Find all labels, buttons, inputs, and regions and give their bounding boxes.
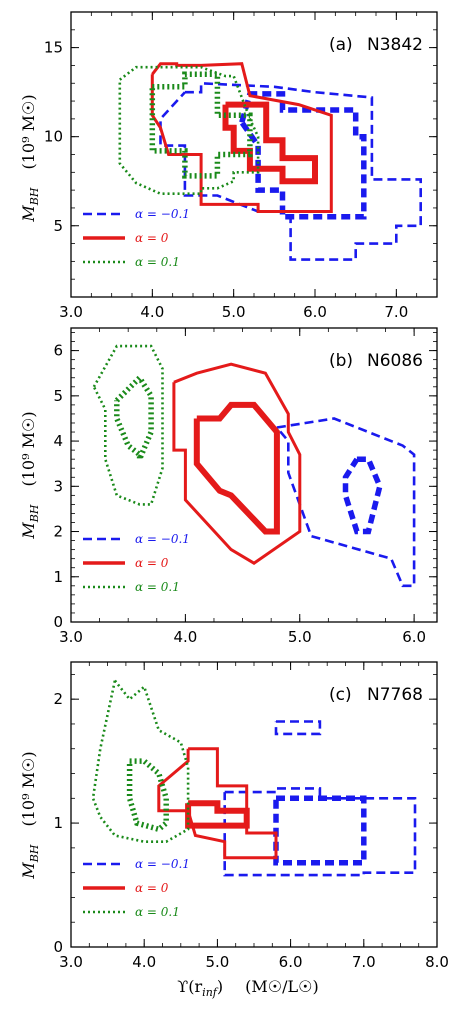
legend-label: α = −0.1 — [135, 857, 190, 871]
panel-label: (b) — [329, 351, 353, 371]
panel-label: (c) — [329, 685, 352, 705]
y-tick-label: 0 — [53, 938, 63, 956]
contour-alpha0-inner — [193, 401, 280, 535]
legend: α = −0.1 α = 0 α = 0.1 — [83, 857, 190, 919]
y-tick-label: 2 — [53, 523, 63, 541]
x-tick-label: 7.0 — [384, 303, 408, 321]
legend-label: α = 0 — [135, 556, 169, 570]
xlabel: ϒ(rinf) (M☉/L☉) — [177, 977, 318, 999]
contour-alpham01-inner — [342, 456, 383, 535]
x-tick-label: 4.0 — [132, 953, 156, 971]
contour-alphap01-inner — [149, 71, 253, 179]
contour-alpham01-outer — [275, 417, 416, 588]
legend-label: α = 0.1 — [135, 905, 180, 919]
contours — [91, 679, 417, 877]
ylabel-sub: BH — [28, 504, 41, 523]
contour-alpham01-island — [274, 720, 322, 736]
x-tick-label: 4.0 — [173, 628, 197, 646]
y-tick-label: 6 — [53, 342, 63, 360]
ylabel-main: M — [19, 205, 38, 223]
y-tick-label: 1 — [53, 814, 63, 832]
xlabel-close: ) — [217, 977, 223, 996]
legend: α = −0.1 α = 0 α = 0.1 — [83, 532, 190, 594]
x-tick-label: 3.0 — [59, 303, 83, 321]
contour-alpha0-outer — [172, 362, 302, 565]
ylabel-main: M — [19, 522, 38, 540]
galaxy-name: N7768 — [367, 685, 423, 705]
legend-label: α = −0.1 — [135, 207, 190, 221]
x-tick-label: 3.0 — [59, 953, 83, 971]
y-tick-label: 5 — [53, 217, 63, 235]
ylabel-sub: BH — [28, 187, 41, 206]
y-tick-label: 10 — [44, 128, 63, 146]
ylabel-a: MBH (10⁹ M☉) — [19, 94, 41, 222]
y-tick-label: 4 — [53, 432, 63, 450]
ylabel-main: M — [19, 862, 38, 880]
ylabel-unit: (10⁹ M☉) — [19, 411, 38, 486]
panel-label: (a) — [329, 35, 353, 55]
y-tick-label: 3 — [53, 477, 63, 495]
ylabel-b: MBH (10⁹ M☉) — [19, 411, 41, 539]
galaxy-name: N3842 — [367, 35, 423, 55]
ylabel-unit: (10⁹ M☉) — [19, 94, 38, 169]
x-tick-label: 4.0 — [140, 303, 164, 321]
ylabel-sub: BH — [28, 844, 41, 863]
contour-alphap01-outer — [92, 344, 164, 506]
svg-text:MBH(10⁹ M☉): MBH (10⁹ M☉) — [19, 94, 41, 222]
x-tick-label: 7.0 — [352, 953, 376, 971]
x-tick-label: 5.0 — [205, 953, 229, 971]
plot-frame — [70, 327, 438, 623]
contour-alpha0-outer — [157, 747, 278, 860]
contour-alpha0-inner — [185, 800, 250, 829]
contour-alpham01-inner — [239, 91, 367, 220]
legend-label: α = 0.1 — [135, 580, 180, 594]
y-tick-label: 2 — [53, 690, 63, 708]
legend-label: α = 0 — [135, 231, 169, 245]
legend-label: α = −0.1 — [135, 532, 190, 546]
xlabel-unit: (M☉/L☉) — [245, 977, 319, 996]
contours — [118, 62, 423, 261]
x-tick-label: 6.0 — [303, 303, 327, 321]
xlabel-sub: inf — [202, 986, 219, 999]
y-tick-label: 5 — [53, 387, 63, 405]
ylabel-unit: (10⁹ M☉) — [19, 751, 38, 826]
x-tick-label: 5.0 — [288, 628, 312, 646]
contour-alphap01-inner — [114, 373, 154, 461]
contours — [92, 344, 416, 588]
panel-b: 3.0 4.0 5.0 6.0 0 1 2 3 4 5 6 (b) N6086 α = −0.1 α = 0… — [53, 327, 438, 646]
contour-alphap01-inner — [126, 758, 169, 833]
y-tick-label: 15 — [44, 39, 63, 57]
x-tick-label: 3.0 — [59, 628, 83, 646]
contour-alpha0-inner — [222, 101, 318, 185]
y-tick-label: 1 — [53, 568, 63, 586]
y-tick-label: 0 — [53, 613, 63, 631]
ylabel-c: MBH (10⁹ M☉) — [19, 751, 41, 879]
legend-label: α = 0 — [135, 881, 169, 895]
xlabel-main: ϒ(r — [177, 977, 202, 996]
x-tick-label: 5.0 — [222, 303, 246, 321]
contour-alpham01-outer — [159, 81, 423, 261]
contour-alpham01-outer — [223, 787, 417, 877]
galaxy-name: N6086 — [367, 351, 423, 371]
contour-alpham01-inner — [273, 795, 367, 866]
legend-label: α = 0.1 — [135, 255, 180, 269]
contour-alpha0-outer — [150, 62, 333, 213]
legend: α = −0.1 α = 0 α = 0.1 — [83, 207, 190, 269]
x-tick-label: 8.0 — [425, 953, 449, 971]
contour-alphap01-outer — [91, 679, 190, 844]
x-tick-label: 6.0 — [402, 628, 426, 646]
svg-text:MBH(10⁹ M☉): MBH (10⁹ M☉) — [19, 751, 41, 879]
svg-text:MBH(10⁹ M☉): MBH (10⁹ M☉) — [19, 411, 41, 539]
x-tick-label: 6.0 — [279, 953, 303, 971]
contour-alphap01-outer — [118, 65, 260, 195]
